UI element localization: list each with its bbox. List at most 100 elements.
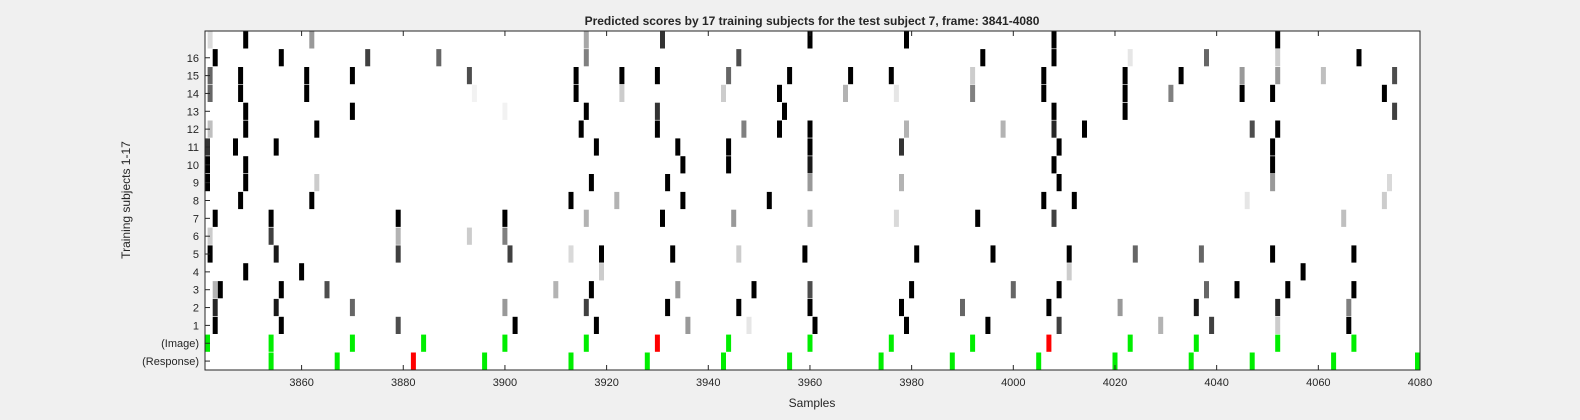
- score-cell-subject-11-3847: [233, 138, 238, 156]
- score-cell-subject-13-4008: [1051, 102, 1057, 120]
- score-cell-subject-1-4029: [1158, 316, 1164, 334]
- score-cell-subject-6-3900: [502, 227, 508, 245]
- score-cell-subject-2-4066: [1346, 298, 1352, 317]
- score-cell-subject-11-4051: [1270, 138, 1276, 156]
- score-cell-subject-12-4014: [1082, 120, 1087, 138]
- score-cell-subject-16-3856: [278, 49, 284, 67]
- score-cell-subject-11-3934: [675, 138, 681, 156]
- score-cell-subject-3-3856: [278, 281, 284, 299]
- score-cell-subject-9-3863: [314, 174, 320, 192]
- score-cell-subject-15-3930: [654, 67, 660, 85]
- x-tick-label-4080: 4080: [1408, 377, 1432, 389]
- score-cell-subject-2-3990: [960, 298, 965, 317]
- score-cell-subject-12-3849: [243, 120, 249, 138]
- score-cell-subject-7-4065: [1341, 209, 1347, 227]
- score-cell-subject-16-4068: [1356, 49, 1362, 67]
- y-tick-label-6: 5: [193, 249, 199, 261]
- y-tick-label-2: 1: [193, 320, 199, 332]
- score-cell-subject-5-4037: [1198, 245, 1204, 263]
- x-axis: 3860 3880 3900 3920 3940 3960 3980 4000 4020 4040…: [289, 31, 1432, 389]
- score-cell-subject-2-3843: [212, 298, 218, 317]
- score-cell-subject-14-3992: [970, 84, 976, 102]
- score-cell-subject-5-4011: [1066, 245, 1072, 263]
- score-cell-subject-5-3959: [802, 245, 808, 263]
- score-cell-subject-3-3917: [588, 281, 594, 299]
- score-cell-subject-3-3980: [909, 281, 915, 299]
- image-event-marker-3976: [888, 334, 894, 352]
- image-event-marker-3854: [268, 334, 274, 352]
- score-cell-subject-1-3918: [593, 316, 599, 334]
- score-cell-subject-11-3855: [273, 138, 279, 156]
- y-tick-label-16: 15: [187, 71, 199, 83]
- x-tick-label-3940: 3940: [696, 377, 720, 389]
- score-cell-subject-15-3944: [726, 67, 732, 85]
- score-cell-subject-1-3843: [212, 316, 218, 334]
- image-event-marker-4052: [1275, 334, 1281, 352]
- y-tick-label-14: 13: [187, 106, 199, 118]
- response-event-marker-3867: [334, 352, 340, 370]
- score-cell-subject-2-4021: [1117, 298, 1123, 317]
- score-cell-subject-9-3849: [243, 174, 249, 192]
- score-cell-subject-3-4054: [1285, 281, 1291, 299]
- y-tick-label-9: 8: [193, 196, 199, 208]
- score-cell-subject-16-4008: [1051, 49, 1057, 67]
- image-event-marker-4036: [1193, 334, 1199, 352]
- score-cell-subject-7-3843: [212, 209, 218, 227]
- score-cell-subject-10-3849: [243, 156, 249, 174]
- score-cell-subject-16-4023: [1127, 49, 1133, 67]
- score-cell-subject-17-3849: [243, 31, 249, 49]
- score-cell-subject-8-3922: [614, 191, 620, 210]
- response-event-marker-4047: [1249, 352, 1255, 370]
- x-axis-label: Samples: [789, 396, 836, 410]
- score-cell-subject-3-3949: [751, 281, 757, 299]
- score-cell-subject-17-3916: [583, 31, 589, 49]
- score-cell-subject-7-3931: [660, 209, 665, 227]
- image-event-marker-3870: [349, 334, 355, 352]
- score-cell-subject-4-4057: [1300, 263, 1306, 281]
- score-cell-subject-14-3977: [893, 84, 899, 102]
- image-event-marker-3916: [583, 334, 589, 352]
- y-tick-label-10: 9: [193, 178, 199, 190]
- x-tick-label-4040: 4040: [1204, 377, 1228, 389]
- score-cell-subject-12-3915: [578, 120, 584, 138]
- score-cell-subject-8-3862: [309, 191, 315, 210]
- score-cell-subject-3-4000: [1010, 281, 1016, 299]
- score-cell-subject-3-4044: [1234, 281, 1240, 299]
- score-cell-subject-7-3854: [268, 209, 274, 227]
- score-cell-subject-11-3960: [807, 138, 813, 156]
- chart-title: Predicted scores by 17 training subjects…: [585, 14, 1040, 28]
- score-cell-subject-5-4067: [1351, 245, 1357, 263]
- image-event-marker-3960: [807, 334, 813, 352]
- score-cell-subject-1-4066: [1346, 316, 1352, 334]
- score-cell-subject-9-4009: [1056, 174, 1062, 192]
- score-cell-subject-15-3842: [207, 67, 213, 85]
- score-cell-subject-15-3956: [787, 67, 793, 85]
- score-cell-subject-1-4009: [1056, 316, 1062, 334]
- score-cell-subject-14-4006: [1041, 84, 1047, 102]
- response-event-marker-4035: [1188, 352, 1194, 370]
- y-tick-label-7: 6: [193, 231, 199, 243]
- score-cell-subject-16-3946: [736, 49, 742, 67]
- score-cell-subject-13-3870: [349, 102, 355, 120]
- x-tick-label-4060: 4060: [1306, 377, 1330, 389]
- response-event-marker-3928: [644, 352, 650, 370]
- score-cell-subject-17-3960: [807, 31, 813, 49]
- score-cell-subject-8-3935: [680, 191, 686, 210]
- score-cell-subject-1-3948: [746, 316, 752, 334]
- score-cell-subject-15-4006: [1041, 67, 1047, 85]
- score-cell-subject-3-3960: [807, 281, 813, 299]
- score-cell-subject-7-3977: [893, 209, 899, 227]
- score-cell-subject-12-3979: [904, 120, 909, 138]
- y-tick-label-1: (Image): [161, 338, 199, 350]
- score-cell-subject-11-3978: [899, 138, 904, 156]
- y-tick-label-17: 16: [187, 53, 199, 65]
- score-cell-subject-12-4047: [1249, 120, 1255, 138]
- score-cell-subject-14-3967: [843, 84, 848, 102]
- y-tick-label-0: (Response): [142, 356, 199, 368]
- y-tick-label-5: 4: [193, 267, 199, 279]
- score-cell-subject-10-4008: [1051, 156, 1057, 174]
- score-cell-subject-2-3946: [736, 298, 742, 317]
- x-tick-label-3880: 3880: [391, 377, 415, 389]
- score-cell-subject-9-3932: [665, 174, 671, 192]
- score-cell-subject-8-4006: [1041, 191, 1047, 210]
